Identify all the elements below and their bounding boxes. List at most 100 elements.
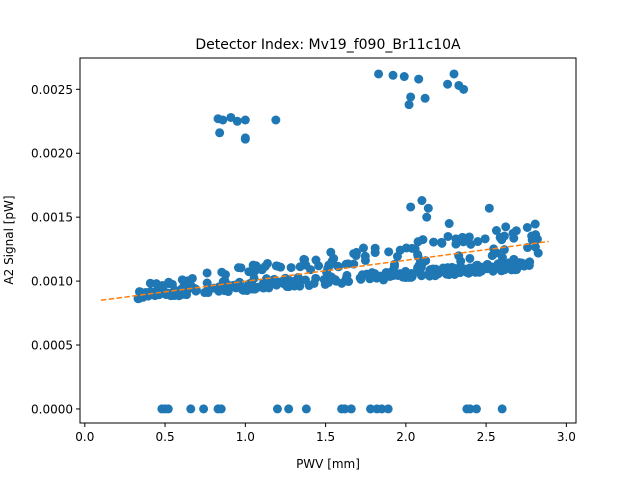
fit-line xyxy=(100,240,549,302)
scatter-point xyxy=(240,133,250,143)
scatter-point xyxy=(349,249,359,259)
scatter-point xyxy=(377,404,387,414)
scatter-point xyxy=(240,115,250,125)
scatter-point xyxy=(428,269,438,279)
x-tick-label: 3.0 xyxy=(557,430,576,444)
scatter-point xyxy=(260,261,270,271)
scatter-point xyxy=(406,92,416,102)
scatter-point xyxy=(492,248,502,258)
scatter-point xyxy=(471,404,481,414)
scatter-point xyxy=(464,232,474,242)
scatter-point xyxy=(497,404,507,414)
scatter-point xyxy=(473,237,483,247)
scatter-point xyxy=(466,239,476,249)
scatter-point xyxy=(282,282,292,292)
scatter-point xyxy=(300,255,310,265)
scatter-point xyxy=(457,232,467,242)
scatter-point xyxy=(527,231,537,241)
scatter-point xyxy=(203,288,213,298)
scatter-point xyxy=(187,273,197,283)
scatter-point xyxy=(365,274,375,284)
scatter-point xyxy=(233,263,243,273)
scatter-point xyxy=(451,266,461,276)
scatter-point xyxy=(262,281,272,291)
scatter-point xyxy=(340,404,350,414)
scatter-point xyxy=(153,289,163,299)
scatter-point xyxy=(341,259,351,269)
scatter-point xyxy=(360,255,370,265)
axes-frame xyxy=(79,57,577,424)
scatter-point xyxy=(217,267,227,277)
scatter-point xyxy=(459,84,469,94)
scatter-point xyxy=(420,93,430,103)
y-tick-label: 0.0000 xyxy=(31,402,73,416)
scatter-point xyxy=(404,100,414,110)
scatter-point xyxy=(449,69,459,79)
scatter-point xyxy=(326,247,336,257)
scatter-point xyxy=(286,263,296,273)
scatter-point xyxy=(248,260,258,270)
y-tick-label: 0.0025 xyxy=(31,83,73,97)
scatter-point xyxy=(271,115,281,125)
scatter-point xyxy=(417,196,427,206)
scatter-point xyxy=(464,268,474,278)
scatter-point xyxy=(476,263,486,273)
scatter-point xyxy=(388,70,398,80)
scatter-point xyxy=(271,261,281,271)
scatter-point xyxy=(370,243,380,253)
scatter-point xyxy=(414,74,424,84)
scatter-point xyxy=(416,262,426,272)
scatter-point xyxy=(465,253,475,263)
x-tick-label: 2.0 xyxy=(396,430,415,444)
scatter-point xyxy=(182,285,192,295)
y-tick-label: 0.0015 xyxy=(31,211,73,225)
scatter-point xyxy=(522,222,532,232)
x-tick-label: 1.5 xyxy=(316,430,335,444)
scatter-point xyxy=(232,116,242,126)
scatter-point xyxy=(422,212,432,222)
scatter-point xyxy=(383,404,393,414)
scatter-point xyxy=(374,69,384,79)
scatter-point xyxy=(291,277,301,287)
scatter-point xyxy=(511,226,521,236)
scatter-point xyxy=(491,226,501,236)
scatter-point xyxy=(356,274,366,284)
scatter-point xyxy=(366,404,376,414)
scatter-point xyxy=(358,243,368,253)
scatter-point xyxy=(465,404,475,414)
scatter-point xyxy=(429,237,439,247)
scatter-point xyxy=(437,238,447,248)
scatter-point xyxy=(301,404,311,414)
scatter-point xyxy=(530,219,540,229)
scatter-point xyxy=(202,268,212,278)
scatter-point xyxy=(406,202,416,212)
scatter-point xyxy=(418,235,428,245)
scatter-point xyxy=(166,291,176,301)
scatter-point xyxy=(269,274,279,284)
scatter-point xyxy=(443,231,453,241)
scatter-point xyxy=(484,203,494,213)
chart-title: Detector Index: Mv19_f090_Br11c10A xyxy=(195,37,461,53)
scatter-point xyxy=(222,283,232,293)
scatter-point xyxy=(164,277,174,287)
scatter-point xyxy=(480,234,490,244)
scatter-point xyxy=(497,235,507,245)
y-axis-label: A2 Signal [pW] xyxy=(2,195,16,284)
scatter-point xyxy=(438,263,448,273)
x-axis: 0.0 0.5 1.0 1.5 2.0 2.5 3.0 xyxy=(75,423,576,444)
scatter-point xyxy=(218,115,228,125)
x-axis-label: PWV [mm] xyxy=(296,457,360,471)
x-tick-label: 0.0 xyxy=(75,430,94,444)
scatter-point xyxy=(451,239,461,249)
scatter-point xyxy=(510,257,520,267)
scatter-point xyxy=(325,260,335,270)
scatter-point xyxy=(272,404,282,414)
scatter-point xyxy=(443,79,453,89)
y-tick-label: 0.0005 xyxy=(31,339,73,353)
scatter-point xyxy=(295,262,305,272)
scatter-point xyxy=(177,275,187,285)
scatter-point xyxy=(444,219,454,229)
scatter-point xyxy=(326,272,336,282)
scatter-point xyxy=(399,72,409,82)
